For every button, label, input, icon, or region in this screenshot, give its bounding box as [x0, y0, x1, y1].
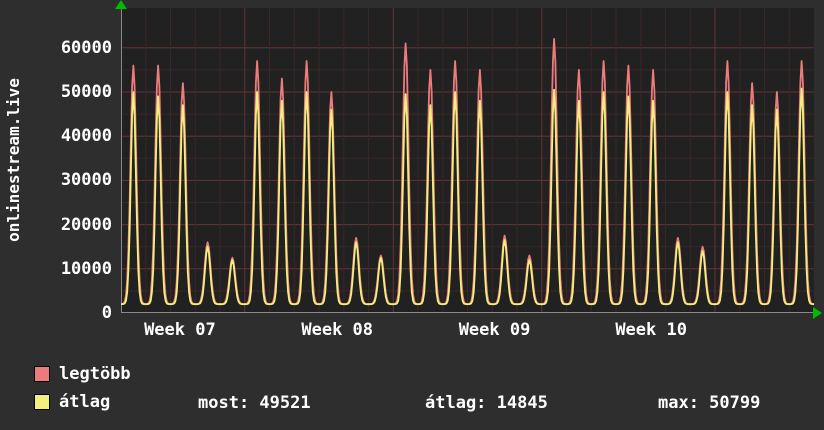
x-axis-week-label: Week 09 [458, 320, 531, 340]
y-axis-tick-label: 10000 [60, 258, 112, 279]
x-axis-arrow-icon [813, 307, 822, 319]
legend-label-atlag: átlag [59, 392, 111, 412]
y-axis-tick-label: 20000 [60, 214, 112, 235]
x-axis-week-label: Week 07 [144, 320, 216, 340]
y-axis-tick-label: 60000 [60, 37, 112, 58]
stat-atlag: átlag: 14845 [425, 393, 548, 413]
legend-label-legtobb: legtöbb [59, 364, 131, 384]
y-axis-tick-label: 40000 [60, 126, 112, 147]
chart-plot-area [120, 8, 815, 313]
x-axis-week-label: Week 10 [615, 320, 687, 340]
stat-max: max: 50799 [658, 393, 761, 413]
y-axis-tick-label: 50000 [60, 81, 112, 102]
legend-row-atlag: átlag [34, 392, 110, 412]
legend-swatch-legtobb [34, 366, 50, 382]
y-axis-tick-label: 30000 [60, 170, 112, 191]
y-axis-tick-label: 0 [101, 303, 112, 323]
legend-swatch-atlag [34, 394, 50, 410]
y-axis-arrow-icon [115, 0, 127, 9]
legend-row-legtobb: legtöbb [34, 364, 131, 384]
x-axis-week-label: Week 08 [301, 320, 374, 340]
chart-svg [120, 8, 815, 313]
stat-most: most: 49521 [198, 393, 311, 413]
